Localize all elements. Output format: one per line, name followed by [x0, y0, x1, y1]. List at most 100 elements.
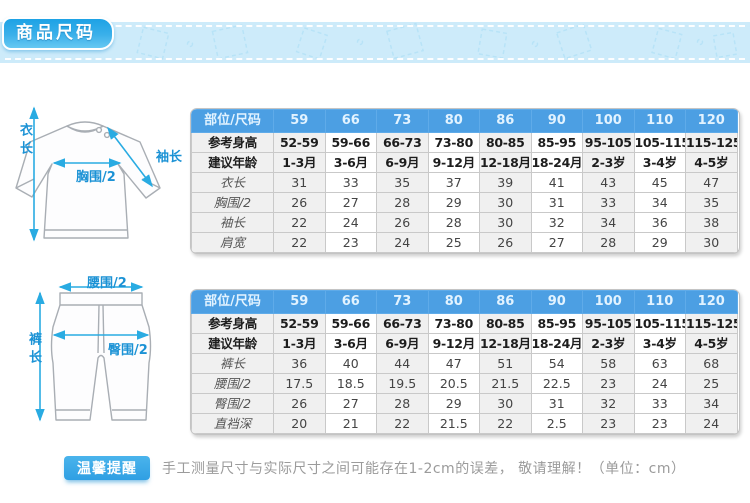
- size-cell: 85-95: [530, 313, 583, 334]
- table-row: 参考身高 52-59 59-66 66-73 73-80 80-85 85-95 95-105…: [191, 313, 738, 334]
- size-cell: 105-115: [633, 132, 686, 153]
- size-cell: 31: [530, 192, 583, 213]
- banner-dashed-line-bottom: [5, 58, 745, 60]
- size-cell: 2.5: [530, 413, 583, 434]
- size-cell: 54: [530, 353, 583, 374]
- size-cell: 1-3月: [273, 152, 326, 173]
- table-row: 直裆深 20 21 22 21.5 22 2.5 23 23 24: [191, 413, 738, 434]
- size-cell: 33: [582, 192, 635, 213]
- size-cell: 29: [633, 232, 686, 253]
- size-cell: 52-59: [273, 132, 326, 153]
- size-cell: 31: [530, 393, 583, 414]
- pants-waist-label: 腰围/2: [87, 276, 127, 291]
- size-cell: 38: [685, 212, 738, 233]
- size-cell: 24: [633, 373, 686, 394]
- size-cell: 3-4岁: [633, 333, 686, 354]
- table-row: 腰围/2 17.5 18.5 19.5 20.5 21.5 22.5 23 24 25: [191, 373, 738, 394]
- size-cell: 36: [633, 212, 686, 233]
- size-cell: 3-6月: [324, 152, 377, 173]
- size-cell: 35: [685, 192, 738, 213]
- pants-outline: [50, 292, 152, 421]
- banner-pattern: [136, 22, 738, 61]
- size-cell: 26: [273, 192, 326, 213]
- row-label: 参考身高: [191, 132, 274, 153]
- table-row: 参考身高 52-59 59-66 66-73 73-80 80-85 85-95 95-105…: [191, 132, 738, 153]
- size-cell: 43: [582, 172, 635, 193]
- column-header: 73: [376, 109, 429, 133]
- size-cell: 27: [324, 192, 377, 213]
- row-label: 裤长: [191, 353, 274, 374]
- header-row: 部位/尺码 59 66 73 80 86 90 100 110 120: [191, 109, 738, 133]
- size-cell: 6-9月: [376, 333, 429, 354]
- size-cell: 22.5: [530, 373, 583, 394]
- table-row: 建议年龄 1-3月 3-6月 6-9月 9-12月 12-18月 18-24月 2-3岁 3-4…: [191, 333, 738, 354]
- size-cell: 95-105: [582, 132, 635, 153]
- column-header: 110: [633, 109, 686, 133]
- size-cell: 25: [685, 373, 738, 394]
- column-header: 80: [427, 109, 480, 133]
- size-cell: 95-105: [582, 313, 635, 334]
- size-cell: 40: [324, 353, 377, 374]
- size-cell: 26: [273, 393, 326, 414]
- column-header: 59: [273, 109, 326, 133]
- size-cell: 34: [582, 212, 635, 233]
- size-cell: 18-24月: [530, 152, 583, 173]
- size-cell: 4-5岁: [685, 333, 738, 354]
- size-cell: 63: [633, 353, 686, 374]
- size-cell: 41: [530, 172, 583, 193]
- footer-note: 温馨提醒 手工测量尺寸与实际尺寸之间可能存在1-2cm的误差， 敬请理解！（单位：…: [64, 456, 686, 484]
- size-cell: 28: [582, 232, 635, 253]
- size-cell: 31: [273, 172, 326, 193]
- row-label: 建议年龄: [191, 152, 274, 173]
- pants-hip-label: 臀围/2: [108, 343, 148, 358]
- column-header: 100: [582, 290, 635, 314]
- table-row: 建议年龄 1-3月 3-6月 6-9月 9-12月 12-18月 18-24月 2-3岁 3-4…: [191, 152, 738, 173]
- size-cell: 24: [376, 232, 429, 253]
- size-cell: 20: [273, 413, 326, 434]
- size-cell: 23: [633, 413, 686, 434]
- page-header-banner: 商品尺码: [0, 17, 750, 63]
- size-cell: 17.5: [273, 373, 326, 394]
- size-cell: 20.5: [427, 373, 480, 394]
- shirt-length-label: 衣长: [17, 123, 32, 159]
- size-cell: 22: [376, 413, 429, 434]
- corner-header: 部位/尺码: [191, 109, 274, 133]
- size-cell: 85-95: [530, 132, 583, 153]
- size-cell: 6-9月: [376, 152, 429, 173]
- size-cell: 18.5: [324, 373, 377, 394]
- size-cell: 23: [324, 232, 377, 253]
- size-cell: 59-66: [324, 313, 377, 334]
- size-cell: 29: [427, 192, 480, 213]
- size-cell: 22: [273, 212, 326, 233]
- size-cell: 51: [479, 353, 532, 374]
- row-label: 直裆深: [191, 413, 274, 434]
- size-cell: 23: [582, 413, 635, 434]
- size-cell: 47: [685, 172, 738, 193]
- row-label: 建议年龄: [191, 333, 274, 354]
- column-header: 90: [530, 109, 583, 133]
- size-cell: 80-85: [479, 313, 532, 334]
- row-label: 胸围/2: [191, 192, 274, 213]
- size-cell: 18-24月: [530, 333, 583, 354]
- table-row: 裤长 36 40 44 47 51 54 58 63 68: [191, 353, 738, 374]
- size-cell: 25: [427, 232, 480, 253]
- column-header: 90: [530, 290, 583, 314]
- size-cell: 23: [582, 373, 635, 394]
- size-cell: 33: [633, 393, 686, 414]
- row-label: 参考身高: [191, 313, 274, 334]
- size-cell: 9-12月: [427, 152, 480, 173]
- size-cell: 52-59: [273, 313, 326, 334]
- size-cell: 73-80: [427, 313, 480, 334]
- size-cell: 21.5: [427, 413, 480, 434]
- column-header: 120: [685, 109, 738, 133]
- size-cell: 19.5: [376, 373, 429, 394]
- table-row: 衣长 31 33 35 37 39 41 43 45 47: [191, 172, 738, 193]
- size-cell: 58: [582, 353, 635, 374]
- size-cell: 3-6月: [324, 333, 377, 354]
- column-header: 66: [324, 109, 377, 133]
- row-label: 臀围/2: [191, 393, 274, 414]
- size-cell: 47: [427, 353, 480, 374]
- size-cell: 66-73: [376, 132, 429, 153]
- column-header: 80: [427, 290, 480, 314]
- size-cell: 36: [273, 353, 326, 374]
